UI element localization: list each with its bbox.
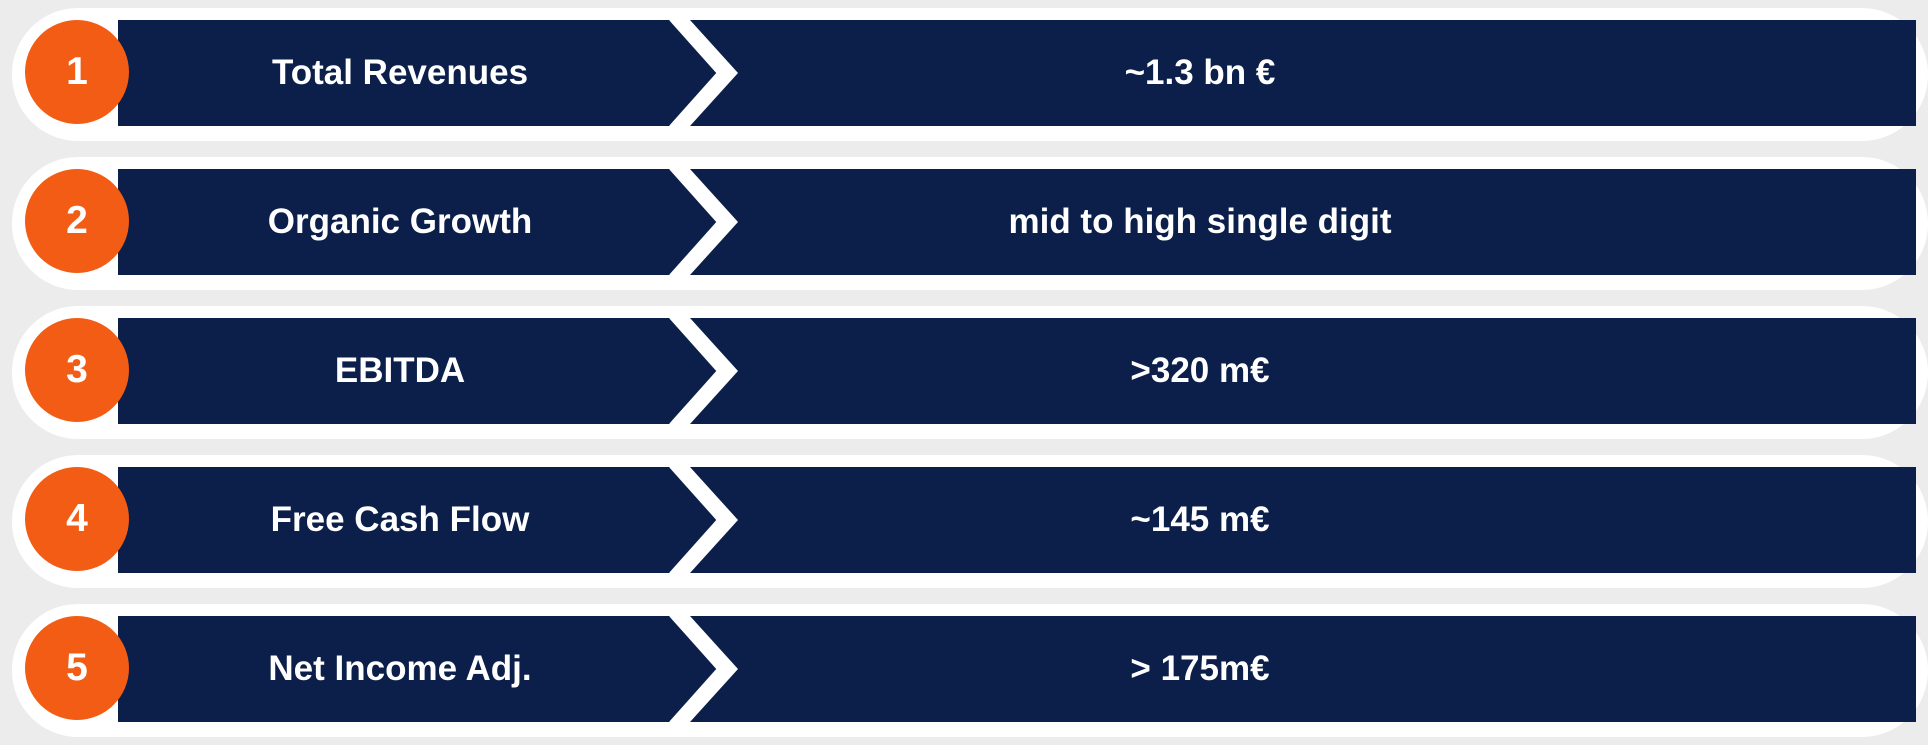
row-background	[12, 8, 1928, 141]
kpi-value: ~145 m€	[1130, 500, 1270, 539]
step-number-badge: 3	[25, 318, 129, 422]
row-background	[12, 604, 1928, 737]
step-number-badge: 1	[25, 20, 129, 124]
kpi-row: 3 EBITDA >320 m€	[0, 298, 1928, 447]
kpi-row: 1 Total Revenues ~1.3 bn €	[0, 0, 1928, 149]
step-number-badge: 4	[25, 467, 129, 571]
kpi-value: mid to high single digit	[1008, 202, 1392, 241]
kpi-label: Total Revenues	[271, 53, 529, 92]
row-background	[12, 306, 1928, 439]
kpi-row: 5 Net Income Adj. > 175m€	[0, 596, 1928, 745]
kpi-value: >320 m€	[1130, 351, 1270, 390]
kpi-row: 2 Organic Growth mid to high single digi…	[0, 149, 1928, 298]
kpi-value: ~1.3 bn €	[1124, 53, 1276, 92]
kpi-label: EBITDA	[334, 351, 466, 390]
step-number-badge: 5	[25, 616, 129, 720]
step-number-badge: 2	[25, 169, 129, 273]
row-background	[12, 455, 1928, 588]
kpi-label: Free Cash Flow	[270, 500, 530, 539]
kpi-label: Organic Growth	[267, 202, 533, 241]
kpi-label: Net Income Adj.	[268, 649, 532, 688]
kpi-row: 4 Free Cash Flow ~145 m€	[0, 447, 1928, 596]
kpi-value: > 175m€	[1130, 649, 1270, 688]
row-background	[12, 157, 1928, 290]
